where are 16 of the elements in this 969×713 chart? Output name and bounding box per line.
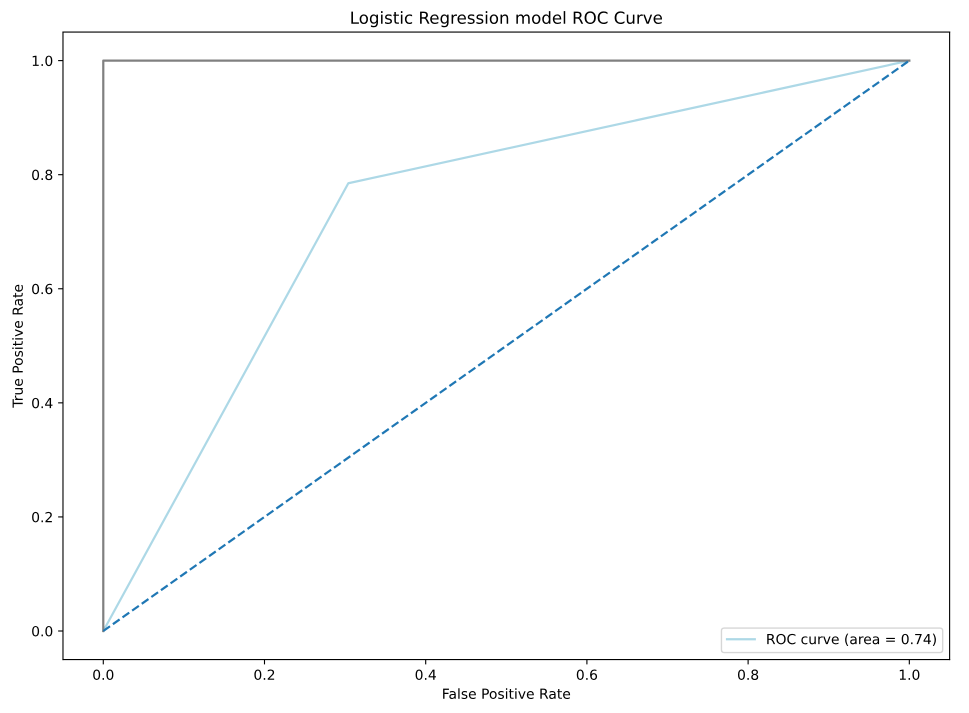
legend-label: ROC curve (area = 0.74) (767, 634, 936, 646)
x-tick-label: 0.6 (576, 669, 598, 680)
x-tick-label: 0.8 (738, 669, 758, 680)
y-tick-label: 1.0 (32, 56, 52, 66)
x-tick-label: 1.0 (900, 669, 920, 680)
y-tick-label: 0.6 (32, 284, 52, 294)
y-tick-label: 0.4 (32, 398, 52, 408)
y-tick-label: 0.0 (32, 626, 52, 636)
chart-title: Logistic Regression model ROC Curve (351, 11, 662, 28)
y-tick-label: 0.8 (32, 170, 52, 180)
y-tick-label: 0.2 (32, 512, 52, 522)
x-tick-label: 0.0 (93, 669, 114, 680)
x-axis-title: False Positive Rate (443, 688, 570, 699)
x-tick-label: 0.4 (416, 669, 436, 680)
y-axis-title: True Positive Rate (12, 284, 23, 408)
x-tick-label: 0.2 (254, 669, 274, 680)
